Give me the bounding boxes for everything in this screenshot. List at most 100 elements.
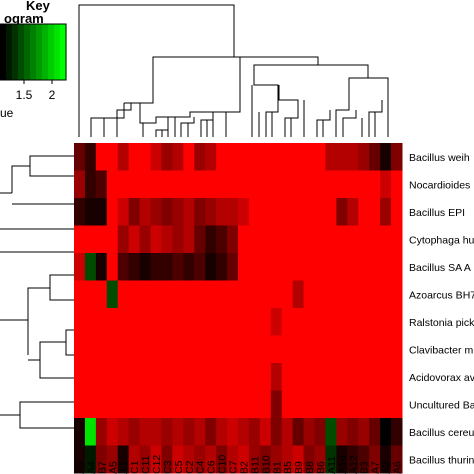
heatmap-cell [391, 445, 403, 474]
heatmap-cell [150, 225, 162, 254]
heatmap-cell [270, 280, 283, 309]
heatmap-cell [227, 280, 239, 309]
heatmap-cell [161, 198, 173, 226]
heatmap-cell [74, 253, 86, 281]
heatmap-cell [172, 170, 184, 199]
heatmap-cell [238, 308, 250, 336]
heatmap-cell [117, 280, 130, 309]
heatmap-cell [292, 445, 305, 474]
heatmap-cell [227, 418, 239, 446]
heatmap-cell [183, 225, 195, 254]
heatmap-cell [106, 363, 119, 391]
heatmap-cell [281, 445, 294, 474]
heatmap-cell [74, 308, 86, 336]
heatmap-cell [106, 390, 119, 419]
heatmap-cell [303, 335, 316, 364]
heatmap-cell [128, 170, 141, 199]
heatmap-cell [128, 390, 141, 419]
row-label: Bacillus thurin [409, 454, 474, 466]
heatmap-cell [74, 363, 86, 391]
heatmap-cell [325, 225, 337, 254]
heatmap-cell [117, 335, 130, 364]
heatmap-cell [347, 253, 359, 281]
heatmap-cell [74, 280, 86, 309]
heatmap-cell [380, 418, 392, 446]
heatmap-cell [161, 225, 173, 254]
heatmap-cell [183, 143, 195, 171]
heatmap-cell [150, 308, 162, 336]
heatmap-cell [358, 280, 370, 309]
heatmap-cell [325, 198, 337, 226]
row-label: Bacillus weih [409, 152, 470, 164]
heatmap-cell [270, 445, 283, 474]
heatmap-cell [292, 253, 305, 281]
heatmap-cell [270, 363, 283, 391]
heatmap-cell [325, 170, 337, 199]
heatmap-cell [248, 390, 261, 419]
heatmap-cell [194, 253, 206, 281]
heatmap-cell [216, 198, 228, 226]
column-label: B1 [271, 461, 283, 474]
heatmap-cell [336, 308, 348, 336]
row-label: Bacillus cereu [409, 427, 474, 439]
heatmap-cell [161, 253, 173, 281]
heatmap-cell [303, 418, 316, 446]
heatmap-cell [325, 253, 337, 281]
column-label: A7 [370, 461, 382, 474]
heatmap-cell [325, 143, 337, 171]
column-label: B11 [249, 456, 261, 474]
heatmap-cell [270, 143, 283, 171]
heatmap-cell [248, 335, 261, 364]
heatmap-cell [227, 170, 239, 199]
heatmap-cell [194, 363, 206, 391]
heatmap-cell [95, 170, 108, 199]
column-label: C12 [151, 455, 163, 474]
heatmap-cell [347, 225, 359, 254]
heatmap-cell [172, 253, 184, 281]
heatmap-cell [150, 198, 162, 226]
heatmap-cell [391, 280, 403, 309]
row-label: Clavibacter m [409, 344, 473, 356]
heatmap-cell [95, 445, 108, 474]
heatmap-cell [194, 308, 206, 336]
column-label: B9 [293, 461, 305, 474]
heatmap-cells [74, 143, 403, 474]
heatmap-cell [183, 445, 195, 474]
heatmap-cell [95, 418, 108, 446]
heatmap-cell [281, 390, 294, 419]
heatmap-cell [336, 198, 348, 226]
column-label: C5 [173, 460, 185, 474]
color-key-tick-label-2: 2 [49, 88, 56, 102]
heatmap-cell [139, 335, 152, 364]
heatmap-cell [205, 225, 217, 254]
heatmap-cell [172, 363, 184, 391]
heatmap-cell [95, 308, 108, 336]
column-label: C2 [184, 460, 196, 474]
column-label: B10 [260, 455, 272, 474]
color-key: Key ogram 1.5 2 ue [0, 0, 67, 120]
heatmap-cell [380, 445, 392, 474]
heatmap-cell [248, 280, 261, 309]
heatmap-cell [95, 363, 108, 391]
heatmap-cell [84, 143, 97, 171]
heatmap-cell [281, 143, 294, 171]
heatmap-cell [303, 170, 316, 199]
heatmap-cell [369, 170, 381, 199]
heatmap-cell [259, 280, 272, 309]
heatmap-cell [150, 390, 162, 419]
heatmap-cell [292, 390, 305, 419]
heatmap-cell [292, 225, 305, 254]
heatmap-cell [128, 445, 141, 474]
heatmap-cell [369, 363, 381, 391]
column-label: C4 [195, 460, 207, 474]
color-key-frame [0, 23, 67, 81]
heatmap-cell [194, 198, 206, 226]
heatmap-cell [281, 253, 294, 281]
heatmap-cell [259, 418, 272, 446]
heatmap-cell [128, 363, 141, 391]
heatmap-cell [117, 225, 130, 254]
heatmap-cell [358, 335, 370, 364]
heatmap-cell [106, 418, 119, 446]
color-key-step [48, 24, 55, 80]
heatmap-cell [205, 143, 217, 171]
